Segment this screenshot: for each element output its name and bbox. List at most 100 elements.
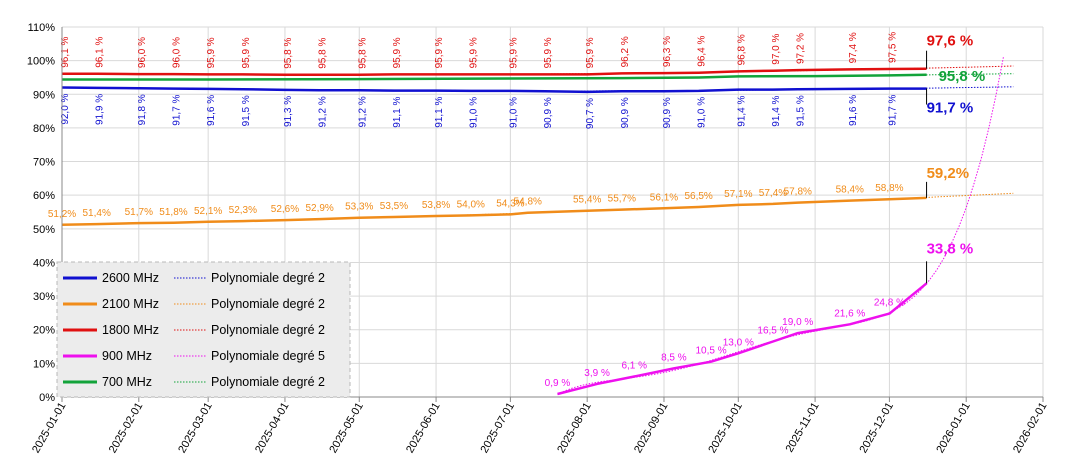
end-label-2100-mhz: 59,2%: [927, 165, 970, 182]
x-tick-label: 2025-09-01: [632, 401, 671, 456]
data-label-2100-mhz: 51,4%: [83, 208, 111, 219]
data-label-2100-mhz: 56,5%: [684, 191, 712, 202]
data-label-2600-mhz: 91,2 %: [357, 96, 368, 127]
legend-label-1800-mhz: 1800 MHz: [102, 323, 159, 337]
data-label-1800-mhz: 96,1 %: [60, 37, 71, 68]
data-label-1800-mhz: 96,0 %: [137, 37, 148, 68]
end-labels: 91,7 % 59,2% 97,6 % 33,8 % 95,8 %: [926, 33, 985, 284]
data-label-1800-mhz: 96,3 %: [662, 36, 673, 67]
data-label-1800-mhz: 96,0 %: [171, 37, 182, 68]
data-label-2600-mhz: 91,7 %: [171, 94, 182, 125]
data-labels: 92,0 % 91,9 % 91,8 % 91,7 % 91,6 % 91,5 % 91,3…: [48, 32, 905, 389]
data-label-2600-mhz: 90,9 %: [662, 97, 673, 128]
x-tick-label: 2025-05-01: [327, 401, 366, 456]
data-label-2100-mhz: 56,1%: [650, 192, 678, 203]
data-label-1800-mhz: 95,8 %: [318, 38, 329, 69]
data-label-900-mhz: 8,5 %: [661, 352, 687, 363]
data-label-2600-mhz: 91,5 %: [241, 95, 252, 126]
x-tick-label: 2026-01-01: [934, 401, 973, 456]
data-label-2600-mhz: 91,0 %: [508, 97, 519, 128]
data-label-1800-mhz: 95,9 %: [543, 37, 554, 68]
x-tick-label: 2026-02-01: [1011, 401, 1050, 456]
data-label-900-mhz: 19,0 %: [782, 317, 813, 328]
legend-label-2600-mhz: 2600 MHz: [102, 271, 159, 285]
data-label-900-mhz: 13,0 %: [723, 337, 754, 348]
data-label-900-mhz: 6,1 %: [621, 360, 647, 371]
series-lines: [61, 67, 928, 396]
y-tick-label: 0%: [39, 392, 55, 404]
data-label-2600-mhz: 91,2 %: [318, 96, 329, 127]
data-label-1800-mhz: 95,8 %: [283, 38, 294, 69]
data-label-1800-mhz: 95,8 %: [357, 38, 368, 69]
data-label-2100-mhz: 52,9%: [305, 203, 333, 214]
y-tick-label: 110%: [28, 22, 56, 34]
data-label-2600-mhz: 91,1 %: [434, 96, 445, 127]
data-label-2600-mhz: 91,9 %: [95, 94, 106, 125]
data-label-2100-mhz: 54,3%: [496, 198, 524, 209]
data-label-1800-mhz: 95,9 %: [434, 37, 445, 68]
data-label-2100-mhz: 52,1%: [194, 206, 222, 217]
data-label-2600-mhz: 91,3 %: [283, 96, 294, 127]
data-label-2600-mhz: 91,4 %: [771, 95, 782, 126]
data-label-2600-mhz: 91,0 %: [469, 97, 480, 128]
data-label-2100-mhz: 57,1%: [724, 189, 752, 200]
legend: 2600 MHz Polynomiale degré 2 2100 MHz Polyn…: [56, 261, 351, 398]
x-tick-label: 2025-10-01: [706, 401, 745, 456]
data-label-1800-mhz: 96,4 %: [697, 36, 708, 67]
data-label-2600-mhz: 91,6 %: [206, 95, 217, 126]
data-label-2100-mhz: 51,8%: [159, 207, 187, 218]
y-tick-label: 30%: [33, 291, 55, 303]
data-label-2600-mhz: 90,9 %: [543, 97, 554, 128]
data-label-900-mhz: 16,5 %: [757, 326, 788, 337]
data-label-900-mhz: 21,6 %: [834, 308, 865, 319]
data-label-2600-mhz: 91,6 %: [848, 95, 859, 126]
data-label-2600-mhz: 91,7 %: [887, 94, 898, 125]
data-label-1800-mhz: 96,1 %: [95, 37, 106, 68]
legend-label-2100-mhz: 2100 MHz: [102, 297, 159, 311]
legend-label-700-mhz: 700 MHz: [102, 375, 152, 389]
data-label-2600-mhz: 91,4 %: [736, 95, 747, 126]
end-label-2600-mhz: 91,7 %: [927, 100, 974, 117]
data-label-2100-mhz: 58,4%: [836, 185, 864, 196]
data-label-900-mhz: 0,9 %: [545, 378, 571, 389]
legend-trend-label-1800-mhz: Polynomiale degré 2: [211, 323, 325, 337]
data-label-2100-mhz: 57,4%: [759, 188, 787, 199]
legend-trend-label-700-mhz: Polynomiale degré 2: [211, 375, 325, 389]
data-label-2100-mhz: 53,3%: [345, 202, 373, 213]
y-tick-label: 50%: [33, 224, 55, 236]
y-tick-label: 20%: [33, 325, 55, 337]
legend-trend-label-900-mhz: Polynomiale degré 5: [211, 349, 325, 363]
data-label-1800-mhz: 97,2 %: [796, 33, 807, 64]
x-tick-label: 2025-07-01: [478, 401, 517, 456]
x-tick-label: 2025-01-01: [30, 401, 69, 456]
data-label-2100-mhz: 52,3%: [229, 205, 257, 216]
end-label-1800-mhz: 97,6 %: [927, 33, 974, 50]
series-line-2600-mhz: [61, 86, 927, 94]
data-label-900-mhz: 10,5 %: [695, 346, 726, 357]
end-label-900-mhz: 33,8 %: [927, 240, 974, 257]
data-label-2600-mhz: 90,9 %: [620, 97, 631, 128]
x-tick-label: 2025-08-01: [555, 401, 594, 456]
data-label-2100-mhz: 53,8%: [422, 200, 450, 211]
data-label-2100-mhz: 55,7%: [608, 194, 636, 205]
data-label-2600-mhz: 91,1 %: [392, 96, 403, 127]
data-label-2100-mhz: 53,5%: [380, 201, 408, 212]
data-label-2600-mhz: 91,0 %: [697, 97, 708, 128]
y-tick-label: 40%: [33, 257, 55, 269]
data-label-2600-mhz: 92,0 %: [60, 93, 71, 124]
x-tick-label: 2025-03-01: [176, 401, 215, 456]
data-label-2100-mhz: 54,8%: [514, 197, 542, 208]
x-tick-label: 2025-12-01: [857, 401, 896, 456]
data-label-2100-mhz: 54,0%: [457, 199, 485, 210]
y-tick-label: 90%: [33, 89, 55, 101]
series-line-2100-mhz: [61, 196, 927, 227]
legend-label-900-mhz: 900 MHz: [102, 349, 152, 363]
x-tick-label: 2025-02-01: [107, 401, 146, 456]
data-label-1800-mhz: 95,9 %: [508, 37, 519, 68]
data-label-2100-mhz: 52,6%: [271, 204, 299, 215]
data-label-900-mhz: 24,8 %: [874, 298, 905, 309]
data-label-1800-mhz: 97,5 %: [887, 32, 898, 63]
y-tick-label: 60%: [33, 190, 55, 202]
data-label-900-mhz: 3,9 %: [584, 368, 610, 379]
